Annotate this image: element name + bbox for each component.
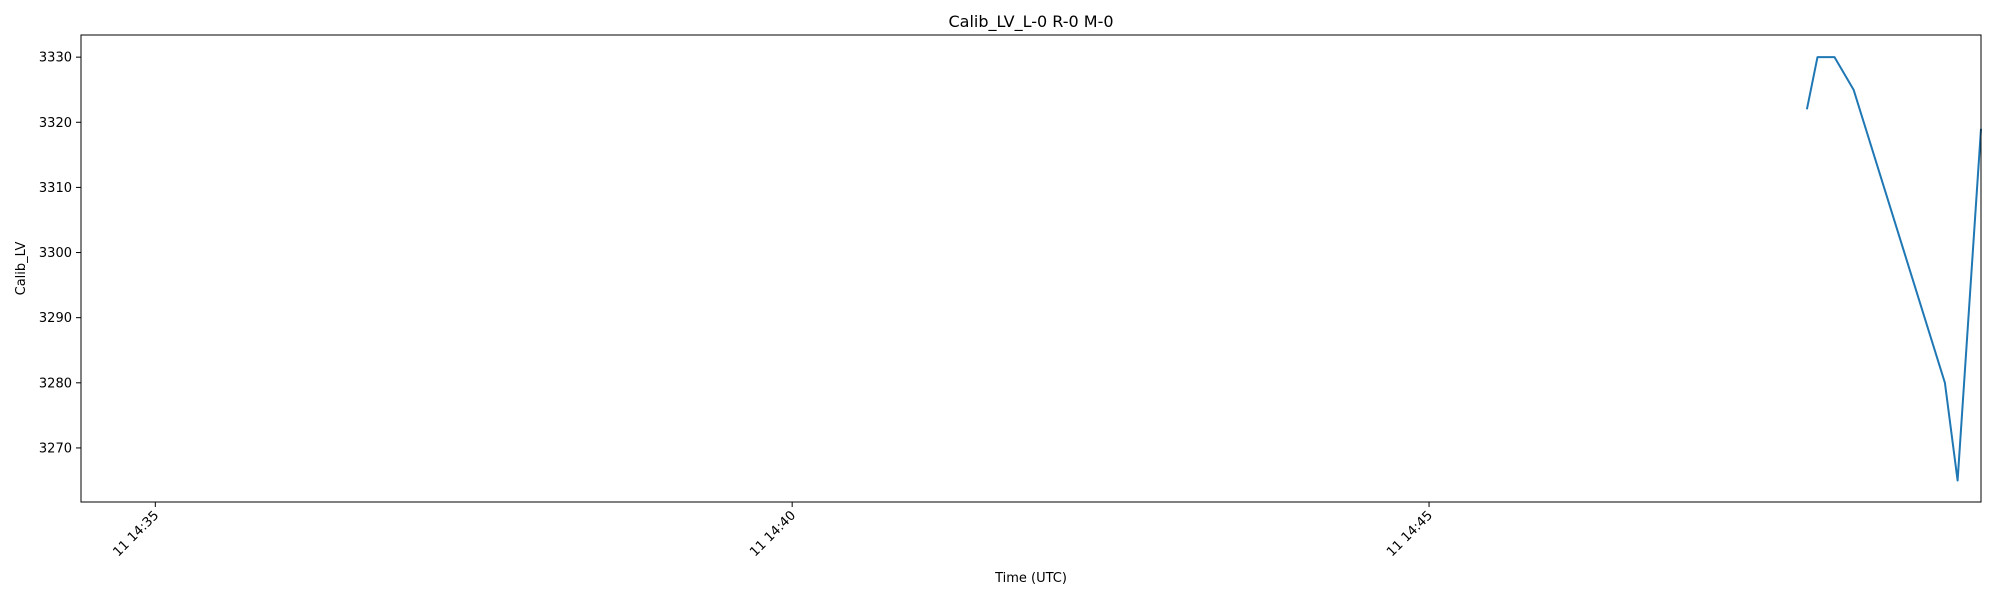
y-tick-label: 3330 — [39, 51, 72, 66]
y-tick-label: 3300 — [39, 246, 72, 261]
plot-frame — [80, 34, 1982, 503]
y-tick-label: 3320 — [39, 116, 72, 131]
y-tick-label: 3310 — [39, 181, 72, 196]
plot-area — [1805, 56, 1982, 482]
chart-title: Calib_LV_L-0 R-0 M-0 — [948, 12, 1113, 32]
series-line-1 — [1805, 56, 1982, 482]
x-axis-label: Time (UTC) — [994, 571, 1067, 586]
y-axis-label: Calib_LV — [14, 242, 29, 296]
y-axis: 3270 3280 3290 3300 3310 3320 3330 — [39, 51, 81, 456]
y-tick-label: 3270 — [39, 441, 72, 456]
y-tick-label: 3290 — [39, 311, 72, 326]
y-tick-label: 3280 — [39, 376, 72, 391]
